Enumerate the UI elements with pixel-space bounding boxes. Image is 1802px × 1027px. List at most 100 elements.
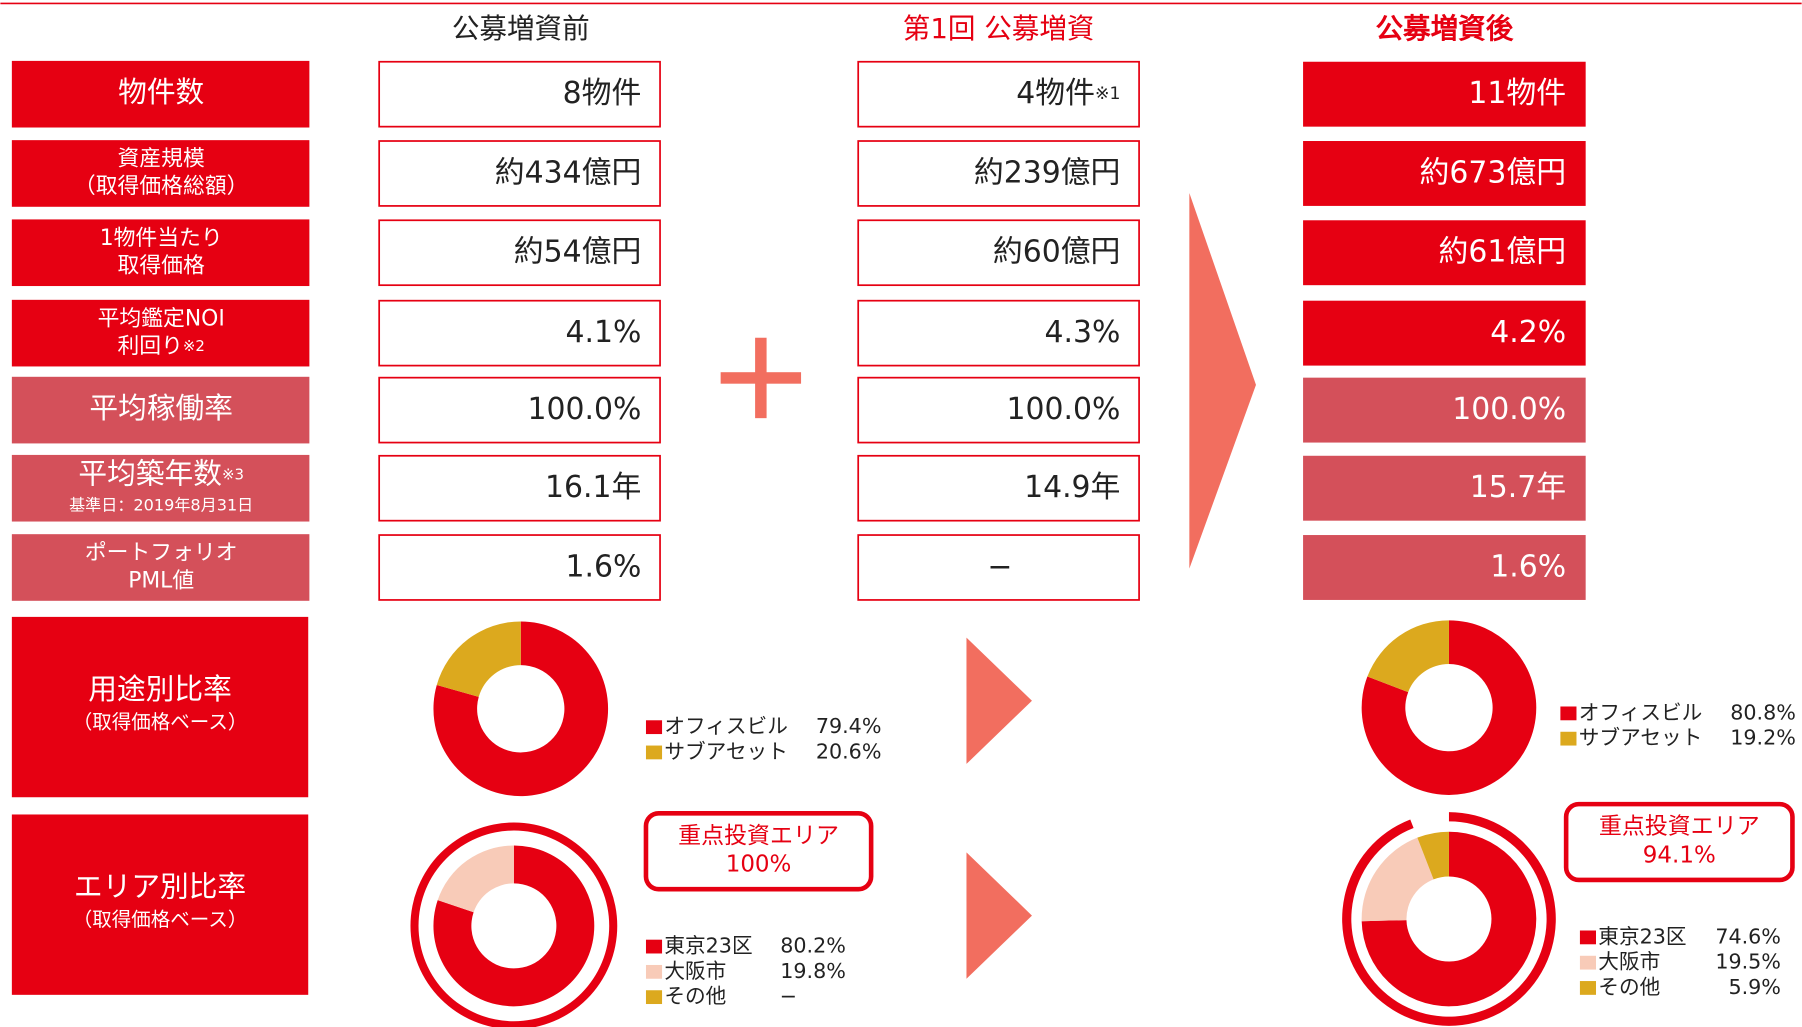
focus-value: 94.1% <box>1643 842 1716 868</box>
legend-value: 19.8% <box>780 959 846 983</box>
arrow <box>1189 192 1256 569</box>
value-cell <box>857 534 1140 601</box>
row-label: 資産規模 <box>118 147 205 172</box>
legend-value: 20.6% <box>816 739 882 763</box>
legend-label: 大阪市 <box>664 959 726 983</box>
row-label-text: ポートフォリオ <box>85 541 238 566</box>
legend-label: その他 <box>1598 975 1660 999</box>
arrow <box>966 637 1032 764</box>
cell-value-text: 100.0% <box>1452 392 1566 427</box>
footnote-mark: ※1 <box>1095 84 1120 104</box>
donut-segment <box>1361 620 1537 795</box>
legend-swatch <box>645 990 663 1005</box>
cell-value: 1.6% <box>1490 549 1566 584</box>
cell-value: 約54億円 <box>514 234 642 269</box>
legend-label: その他 <box>664 984 726 1008</box>
footnote-mark: ※2 <box>183 337 205 355</box>
cell-value: 約673億円 <box>1420 155 1567 190</box>
row-label: 平均稼働率 <box>89 391 233 425</box>
focus-label: 重点投資エリア <box>1599 814 1760 840</box>
cell-value: 15.7年 <box>1470 470 1566 505</box>
row-label-text: 1物件当たり <box>100 226 223 251</box>
legend-value: − <box>780 984 797 1008</box>
cell-value: 14.9年 <box>1024 470 1120 505</box>
cell-value-text: 約434億円 <box>495 155 642 190</box>
row-label-text: 物件数 <box>118 75 204 109</box>
cell-value-text: 1.6% <box>566 549 642 584</box>
row-label-text: 平均築年数 <box>78 457 222 491</box>
focus-box <box>1563 801 1795 883</box>
cell-value-text: 4物件 <box>1016 76 1095 111</box>
row-label-box <box>11 219 310 287</box>
value-cell <box>378 140 661 207</box>
donut-segment <box>1367 620 1449 693</box>
cell-value: 11物件 <box>1468 76 1566 111</box>
focus-box <box>643 811 874 892</box>
donut-segment <box>1361 837 1434 922</box>
cell-value: 100.0% <box>528 392 642 427</box>
legend-label: オフィスビル <box>664 714 788 738</box>
value-cell <box>857 454 1140 522</box>
value-cell <box>857 219 1140 287</box>
cell-value-text: 4.1% <box>566 315 642 350</box>
cell-value: 8物件 <box>563 76 642 111</box>
row-label-box <box>11 140 310 207</box>
row-label-box <box>11 454 310 522</box>
chart-label: 用途別比率 <box>88 672 232 706</box>
cell-value: 4.2% <box>1490 315 1566 350</box>
chart-label: エリア別比率 <box>74 870 246 904</box>
value-cell <box>857 299 1140 367</box>
cell-value-text: 14.9年 <box>1024 470 1120 505</box>
legend-value: 79.4% <box>816 714 882 738</box>
legend-swatch <box>645 939 663 954</box>
value-cell <box>378 454 661 522</box>
legend-swatch <box>1579 955 1597 970</box>
row-label-text: 利回り <box>117 334 182 359</box>
column-header: 第1回 公募増資 <box>903 12 1095 45</box>
column-header: 公募増資前 <box>452 12 590 45</box>
donut-segment <box>436 621 521 697</box>
row-label: （取得価格総額） <box>74 174 249 199</box>
row-label: 物件数 <box>118 75 204 109</box>
cell-value: 約239億円 <box>974 155 1121 190</box>
chart-label-box <box>11 814 309 995</box>
value-cell <box>857 140 1140 207</box>
chart-label-box <box>11 616 309 798</box>
value-cell <box>378 299 661 367</box>
value-cell <box>1303 141 1586 206</box>
row-label-text: 取得価格 <box>118 254 205 279</box>
focus-value: 100% <box>726 852 792 878</box>
legend-label: 大阪市 <box>1598 950 1660 974</box>
row-label: 1物件当たり <box>100 226 223 251</box>
chart-sublabel: （取得価格ベース） <box>73 711 248 734</box>
cell-value-text: 約60億円 <box>993 234 1121 269</box>
cell-value-text: 約61億円 <box>1439 234 1567 269</box>
value-cell <box>1303 300 1586 366</box>
cell-value-text: 16.1年 <box>545 470 641 505</box>
cell-value-text: 約239億円 <box>974 155 1121 190</box>
row-label-text: PML値 <box>128 568 194 593</box>
value-cell <box>378 534 661 601</box>
row-label: 平均鑑定NOI <box>98 306 225 331</box>
cell-value: 1.6% <box>566 549 642 584</box>
legend-value: 74.6% <box>1715 924 1781 948</box>
donut-segment <box>1361 831 1537 1007</box>
legend-label: 東京23区 <box>1598 924 1686 948</box>
legend-swatch <box>1560 706 1577 721</box>
cell-value-text: 15.7年 <box>1470 470 1566 505</box>
cell-value-text: 100.0% <box>1007 392 1121 427</box>
row-label-text: 基準日：2019年8月31日 <box>69 495 253 514</box>
legend-swatch <box>1579 930 1597 945</box>
chart-sublabel: （取得価格ベース） <box>73 908 248 931</box>
legend-value: 19.2% <box>1730 726 1796 750</box>
column-header: 公募増資後 <box>1375 12 1513 45</box>
value-cell <box>1303 377 1586 443</box>
cell-value: 100.0% <box>1452 392 1566 427</box>
value-cell <box>1303 535 1586 600</box>
cell-value: 4.1% <box>566 315 642 350</box>
cell-value: 約61億円 <box>1439 234 1567 269</box>
legend-swatch <box>1579 981 1597 995</box>
cell-value: − <box>987 549 1012 584</box>
